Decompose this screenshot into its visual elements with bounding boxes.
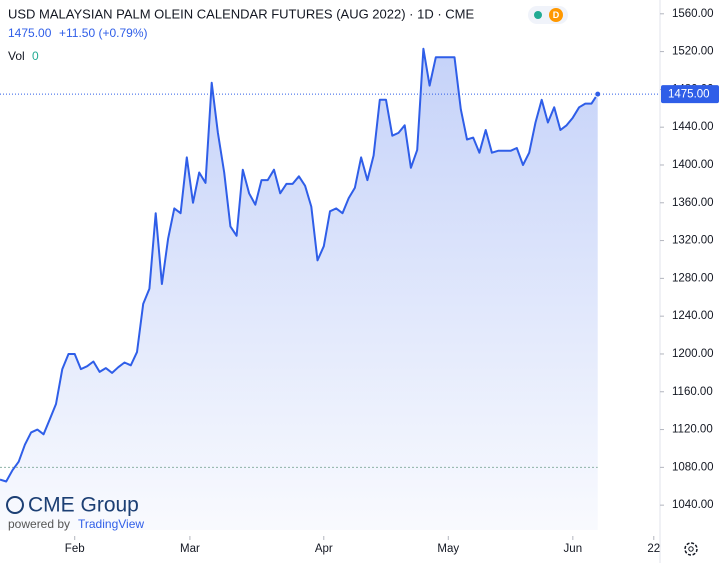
logo-mark xyxy=(6,496,24,514)
volume-value: 0 xyxy=(32,49,39,63)
chart-title: USD MALAYSIAN PALM OLEIN CALENDAR FUTURE… xyxy=(8,6,475,21)
delay-label: D xyxy=(553,10,560,20)
y-tick-label: 1440.00 xyxy=(672,121,714,133)
last-point xyxy=(594,90,602,98)
settings-icon[interactable] xyxy=(684,542,698,556)
y-tick-label: 1520.00 xyxy=(672,46,714,58)
y-tick-label: 1160.00 xyxy=(672,386,713,398)
y-tick-label: 1400.00 xyxy=(672,159,714,171)
last-price-label: 1475.00 xyxy=(668,89,710,101)
y-tick-label: 1280.00 xyxy=(672,272,714,284)
x-tick-label: Apr xyxy=(315,543,333,555)
volume-label: Vol xyxy=(8,49,25,63)
y-tick-label: 1040.00 xyxy=(672,499,714,511)
gear-hub xyxy=(688,546,694,552)
y-tick-label: 1320.00 xyxy=(672,235,714,247)
delay-badge xyxy=(549,8,563,22)
area-fill xyxy=(0,48,598,531)
x-tick-label: Feb xyxy=(65,543,85,555)
change: +11.50 (+0.79%) xyxy=(59,26,148,40)
x-tick-label: 22 xyxy=(647,543,660,555)
x-tick-label: Jun xyxy=(564,543,583,555)
gear[interactable] xyxy=(684,542,698,556)
powered-brand: TradingView xyxy=(78,517,144,531)
y-tick-label: 1360.00 xyxy=(672,197,714,209)
y-tick-label: 1560.00 xyxy=(672,8,714,20)
logo-text: CME Group xyxy=(28,494,139,517)
y-tick-label: 1120.00 xyxy=(672,424,713,436)
y-tick-label: 1200.00 xyxy=(672,348,714,360)
last-price-box xyxy=(661,85,719,104)
logo: CME Group powered by TradingView xyxy=(6,494,144,531)
last-value: 1475.00 xyxy=(8,26,52,40)
y-tick-label: 1080.00 xyxy=(672,461,714,473)
market-status xyxy=(534,11,542,19)
y-tick-label: 1240.00 xyxy=(672,310,714,322)
x-tick-label: May xyxy=(437,543,459,555)
x-tick-label: Mar xyxy=(180,543,200,555)
powered-by: powered by xyxy=(8,517,70,531)
price-line xyxy=(0,47,599,483)
